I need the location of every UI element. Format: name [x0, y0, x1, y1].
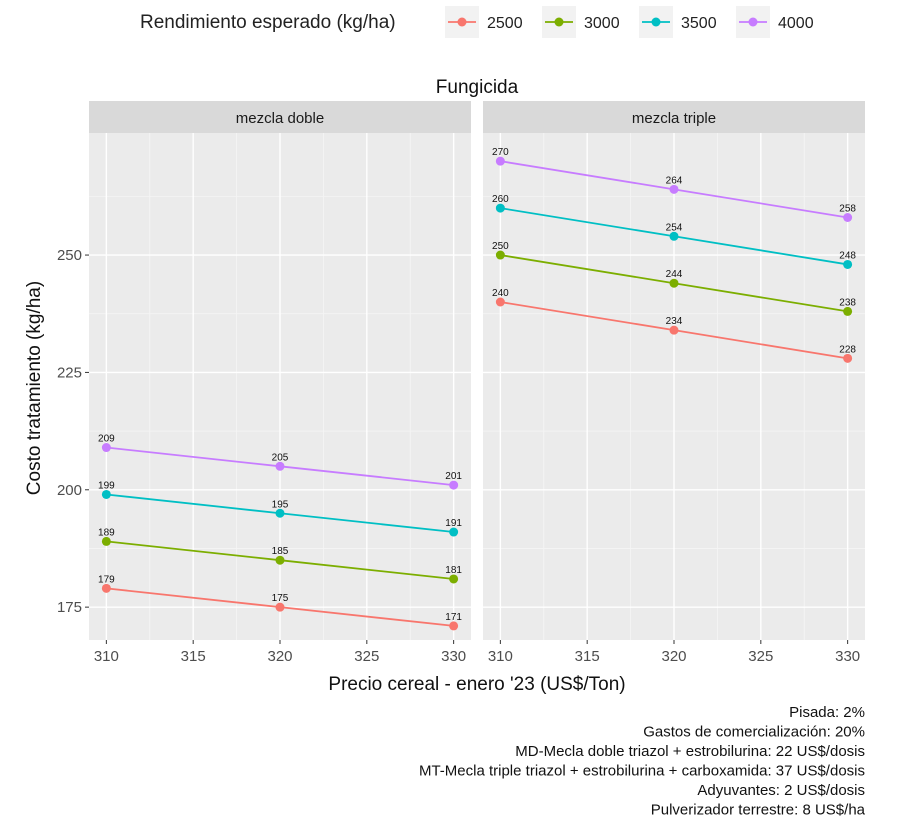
data-point-3000 — [843, 306, 853, 316]
caption-line: Adyuvantes: 2 US$/dosis — [697, 782, 865, 799]
data-label: 260 — [492, 194, 509, 205]
data-label: 189 — [98, 527, 115, 538]
data-point-3000 — [495, 250, 505, 260]
data-label: 240 — [492, 288, 509, 299]
data-point-4000 — [449, 480, 459, 490]
data-point-2500 — [495, 297, 505, 307]
data-point-2500 — [449, 621, 459, 631]
data-point-3000 — [449, 574, 459, 584]
data-label: 234 — [666, 316, 683, 327]
caption: Pisada: 2% Gastos de comercialización: 20… — [419, 704, 866, 819]
data-point-4000 — [669, 184, 679, 194]
legend-label: 2500 — [487, 15, 523, 32]
legend-item-2500: 2500 — [445, 6, 523, 38]
data-point-2500 — [275, 602, 285, 612]
data-point-2500 — [843, 353, 853, 363]
data-point-3500 — [449, 527, 459, 537]
legend: Rendimiento esperado (kg/ha) 2500 3000 350… — [140, 6, 814, 38]
data-point-3500 — [669, 231, 679, 241]
x-tick-label: 310 — [94, 648, 119, 665]
data-label: 238 — [839, 297, 856, 308]
data-point-3500 — [495, 203, 505, 213]
x-tick-label: 320 — [661, 648, 686, 665]
y-tick-label: 250 — [57, 247, 82, 264]
data-point-4000 — [101, 443, 111, 453]
data-point-3000 — [101, 536, 111, 546]
data-label: 191 — [445, 518, 462, 529]
panels: mezcla doble 310 315 320 325 330 175 200 225 250 1… — [57, 101, 865, 665]
data-label: 199 — [98, 480, 115, 491]
legend-label: 4000 — [778, 15, 814, 32]
data-label: 209 — [98, 434, 115, 445]
data-label: 228 — [839, 344, 856, 355]
data-label: 185 — [272, 546, 289, 557]
data-point-4000 — [275, 461, 285, 471]
data-label: 171 — [445, 612, 462, 623]
x-tick-label: 310 — [488, 648, 513, 665]
x-tick-label: 315 — [181, 648, 206, 665]
legend-key-point — [748, 17, 758, 27]
caption-line: MD-Mecla doble triazol + estrobilurina: … — [515, 743, 865, 760]
data-label: 195 — [272, 499, 289, 510]
x-tick-label: 330 — [441, 648, 466, 665]
data-point-4000 — [843, 213, 853, 222]
facet-panel: mezcla doble 310 315 320 325 330 175 200 225 250 1… — [57, 101, 471, 665]
legend-key-point — [457, 17, 467, 27]
data-label: 181 — [445, 565, 462, 576]
data-point-2500 — [669, 325, 679, 335]
legend-title: Rendimiento esperado (kg/ha) — [140, 12, 396, 33]
data-point-3500 — [101, 489, 111, 499]
data-label: 205 — [272, 452, 289, 463]
data-label: 270 — [492, 147, 509, 158]
y-axis-label: Costo tratamiento (kg/ha) — [24, 281, 45, 495]
facet-panel: mezcla triple 310 315 320 325 330 240 234 228 250… — [483, 101, 865, 665]
legend-label: 3000 — [584, 15, 620, 32]
legend-item-4000: 4000 — [736, 6, 814, 38]
data-label: 254 — [666, 222, 683, 233]
data-label: 201 — [445, 471, 462, 482]
y-tick-label: 225 — [57, 364, 82, 381]
data-point-3500 — [843, 259, 853, 269]
x-tick-label: 325 — [748, 648, 773, 665]
facet-strip — [89, 101, 471, 133]
chart-title: Fungicida — [436, 77, 519, 98]
y-tick-label: 200 — [57, 482, 82, 499]
legend-item-3000: 3000 — [542, 6, 620, 38]
caption-line: Gastos de comercialización: 20% — [643, 724, 865, 741]
data-point-3500 — [275, 508, 285, 518]
x-tick-label: 330 — [835, 648, 860, 665]
legend-key-point — [651, 17, 661, 27]
data-label: 250 — [492, 241, 509, 252]
data-point-3000 — [669, 278, 679, 288]
x-tick-label: 320 — [267, 648, 292, 665]
caption-line: Pulverizador terrestre: 8 US$/ha — [651, 802, 866, 818]
data-point-2500 — [101, 583, 111, 593]
data-label: 264 — [666, 175, 683, 186]
facet-label: mezcla doble — [236, 110, 324, 127]
legend-label: 3500 — [681, 15, 717, 32]
data-label: 179 — [98, 574, 115, 585]
facet-label: mezcla triple — [632, 110, 716, 127]
caption-line: Pisada: 2% — [789, 704, 865, 721]
data-label: 258 — [839, 204, 856, 215]
data-label: 244 — [666, 269, 683, 280]
caption-line: MT-Mecla triple triazol + estrobilurina … — [419, 763, 865, 780]
data-point-4000 — [495, 156, 505, 166]
x-tick-label: 315 — [575, 648, 600, 665]
data-label: 175 — [272, 593, 289, 604]
x-tick-label: 325 — [354, 648, 379, 665]
legend-item-3500: 3500 — [639, 6, 717, 38]
y-tick-label: 175 — [57, 599, 82, 616]
data-point-3000 — [275, 555, 285, 565]
legend-key-point — [554, 17, 564, 27]
data-label: 248 — [839, 250, 856, 261]
x-axis-label: Precio cereal - enero '23 (US$/Ton) — [328, 674, 625, 695]
facet-strip — [483, 101, 865, 133]
